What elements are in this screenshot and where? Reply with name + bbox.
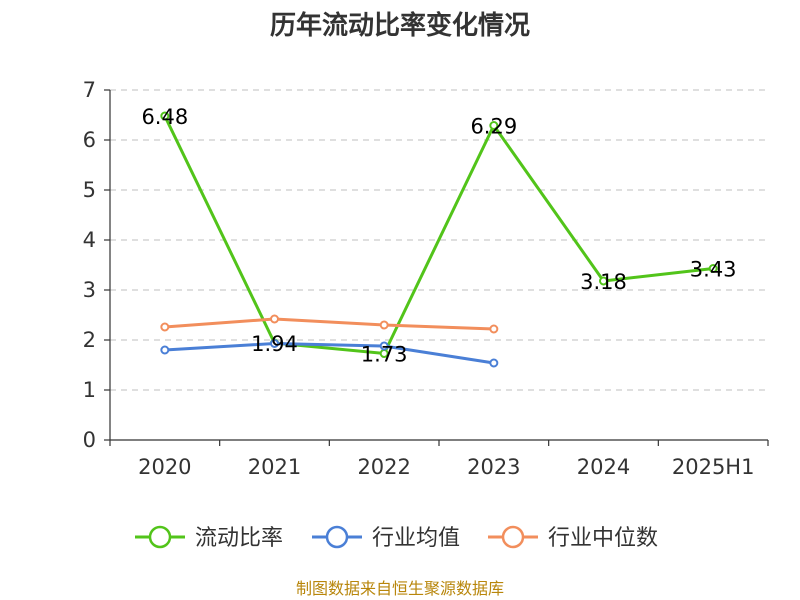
data-point bbox=[270, 314, 279, 324]
data-point bbox=[160, 345, 170, 355]
x-tick-label: 2021 bbox=[248, 455, 301, 479]
x-tick-label: 2022 bbox=[357, 455, 410, 479]
y-tick-label: 1 bbox=[83, 378, 96, 402]
data-label: 3.43 bbox=[690, 258, 737, 282]
data-point bbox=[489, 324, 499, 334]
chart-title: 历年流动比率变化情况 bbox=[270, 10, 530, 41]
data-point bbox=[599, 276, 608, 286]
x-tick-label: 2020 bbox=[138, 455, 191, 479]
data-label: 6.48 bbox=[141, 105, 188, 129]
data-point bbox=[160, 111, 170, 121]
data-label: 3.18 bbox=[580, 270, 627, 294]
data-point bbox=[708, 264, 718, 273]
series-line-3 bbox=[164, 317, 494, 331]
y-tick-label: 7 bbox=[83, 78, 96, 102]
series-layer bbox=[160, 111, 718, 368]
y-tick-label: 0 bbox=[83, 428, 96, 452]
legend-label: 行业中位数 bbox=[548, 526, 658, 551]
y-tick-label: 4 bbox=[83, 228, 96, 252]
y-tick-label: 3 bbox=[83, 278, 96, 302]
legend-swatch-marker bbox=[325, 525, 349, 549]
series-line-2 bbox=[164, 342, 495, 365]
legend-swatch-marker bbox=[501, 525, 525, 549]
x-tick-label: 2024 bbox=[577, 455, 630, 479]
data-label: 1.73 bbox=[361, 343, 408, 367]
y-tick-label: 2 bbox=[83, 328, 96, 352]
x-tick-label: 2023 bbox=[467, 455, 520, 479]
data-point bbox=[270, 339, 279, 348]
legend: 流动比率 行业均值 行业中位数 bbox=[135, 525, 658, 551]
data-point bbox=[489, 121, 499, 130]
data-point bbox=[379, 341, 389, 351]
data-label: 6.29 bbox=[470, 115, 517, 139]
legend-label: 流动比率 bbox=[195, 526, 283, 551]
axes: 0 1 2 3 4 5 6 7 2020 2021 2022 2023 2024 2025H1 bbox=[83, 78, 769, 479]
x-tick-label: 2025H1 bbox=[672, 455, 755, 479]
data-point bbox=[379, 320, 389, 330]
data-point bbox=[160, 322, 170, 332]
data-point bbox=[489, 358, 499, 368]
legend-swatch-marker bbox=[148, 525, 172, 549]
y-tick-label: 6 bbox=[83, 128, 96, 152]
y-tick-label: 5 bbox=[83, 178, 96, 202]
data-labels: 6.48 1.94 1.73 6.29 3.18 3.43 bbox=[141, 105, 736, 367]
legend-label: 行业均值 bbox=[372, 526, 460, 551]
series-line-1 bbox=[163, 115, 714, 355]
data-label: 1.94 bbox=[251, 332, 298, 356]
source-note: 制图数据来自恒生聚源数据库 bbox=[296, 579, 504, 598]
